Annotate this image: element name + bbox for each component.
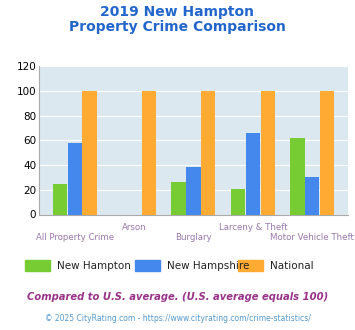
Text: 2019 New Hampton: 2019 New Hampton (100, 5, 255, 19)
Text: New Hampshire: New Hampshire (167, 261, 249, 271)
Text: Arson: Arson (122, 223, 146, 232)
Bar (186, 168, 201, 215)
Bar (171, 182, 186, 214)
Bar (142, 91, 156, 214)
Text: National: National (270, 261, 313, 271)
Bar (201, 91, 215, 214)
Text: New Hampton: New Hampton (57, 261, 131, 271)
Bar (246, 133, 260, 214)
Bar (320, 91, 334, 214)
Bar (290, 138, 305, 214)
Bar (53, 183, 67, 214)
Bar (67, 143, 82, 214)
Text: Motor Vehicle Theft: Motor Vehicle Theft (270, 233, 354, 242)
Text: Burglary: Burglary (175, 233, 212, 242)
Bar (82, 91, 97, 214)
Text: Compared to U.S. average. (U.S. average equals 100): Compared to U.S. average. (U.S. average … (27, 292, 328, 302)
Text: Property Crime Comparison: Property Crime Comparison (69, 20, 286, 34)
Text: All Property Crime: All Property Crime (36, 233, 114, 242)
Bar (231, 188, 245, 214)
Text: © 2025 CityRating.com - https://www.cityrating.com/crime-statistics/: © 2025 CityRating.com - https://www.city… (45, 314, 310, 323)
Text: Larceny & Theft: Larceny & Theft (219, 223, 287, 232)
Bar (305, 178, 320, 214)
Bar (261, 91, 275, 214)
